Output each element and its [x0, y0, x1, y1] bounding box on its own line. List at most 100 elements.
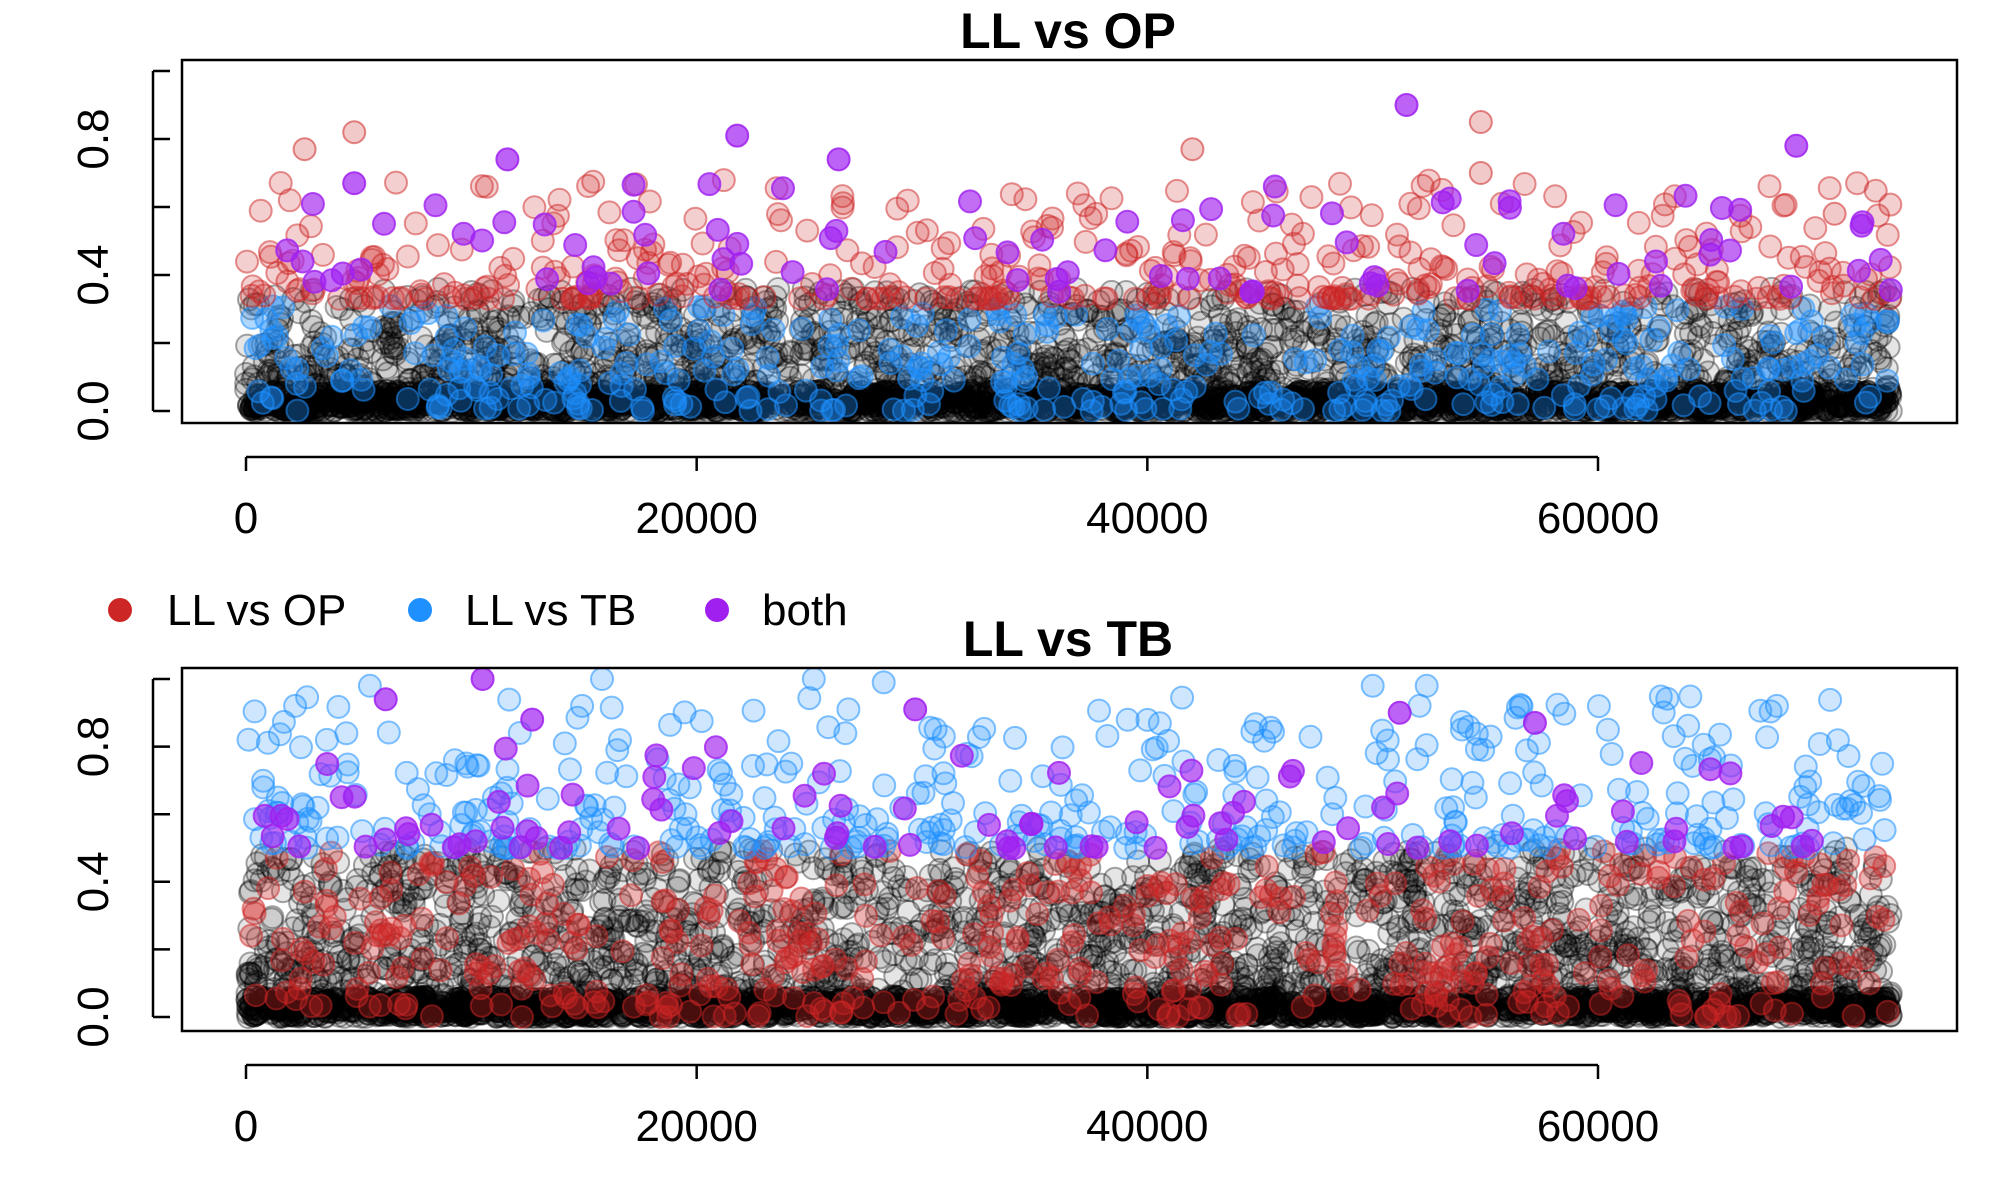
data-point — [532, 212, 557, 237]
data-point — [1226, 396, 1251, 421]
data-point — [636, 261, 661, 286]
data-point — [1844, 330, 1869, 355]
data-point — [1011, 357, 1035, 381]
data-point — [1320, 201, 1344, 226]
y-tick-label: 0.8 — [69, 108, 118, 169]
data-point — [342, 171, 367, 196]
data-point — [423, 193, 448, 218]
data-point — [708, 277, 733, 302]
data-point — [606, 298, 631, 323]
data-point — [761, 317, 786, 342]
data-point — [1117, 366, 1142, 391]
data-point — [1758, 234, 1783, 259]
data-point — [815, 277, 839, 302]
panel-title: LL vs TB — [963, 611, 1173, 667]
data-point — [1293, 350, 1318, 375]
scatter-points — [234, 93, 1903, 423]
data-point — [465, 378, 490, 403]
data-point — [1468, 110, 1493, 134]
data-point — [1193, 222, 1218, 247]
data-point — [501, 342, 526, 367]
data-point — [1791, 378, 1816, 403]
data-point — [1875, 308, 1900, 333]
data-point — [1093, 238, 1118, 263]
data-point — [1822, 201, 1847, 226]
data-point — [1505, 392, 1530, 417]
data-point — [330, 368, 355, 393]
x-axis: 0 20000 40000 60000 — [234, 455, 1659, 543]
data-point — [1451, 392, 1476, 417]
data-point — [937, 231, 962, 256]
data-point — [1819, 281, 1844, 306]
data-point — [1447, 341, 1472, 366]
data-point — [1356, 366, 1381, 391]
data-point — [1423, 360, 1447, 385]
data-point — [1358, 271, 1383, 296]
data-point — [810, 354, 835, 379]
data-point — [428, 395, 453, 420]
data-point — [779, 340, 804, 365]
panel-ll-vs-tb: LL vs TB 0.00.40.8 0 20000 40000 60000 — [69, 611, 1959, 1151]
data-point — [1875, 368, 1900, 393]
data-point — [611, 228, 636, 253]
legend-label: both — [762, 586, 848, 635]
data-point — [432, 272, 457, 297]
data-point — [1099, 186, 1124, 211]
x-tick-label: 40000 — [1086, 494, 1208, 543]
data-point — [1055, 260, 1080, 285]
data-point — [388, 285, 413, 310]
data-point — [1817, 176, 1842, 201]
legend-item-ll-vs-tb: LL vs TB — [408, 586, 636, 635]
data-point — [1665, 298, 1690, 323]
data-point — [1072, 193, 1097, 218]
data-point — [1677, 357, 1702, 382]
data-point — [831, 191, 855, 216]
data-point — [958, 189, 982, 214]
data-point — [1095, 317, 1120, 341]
data-point — [597, 200, 622, 225]
data-point — [1784, 133, 1809, 158]
data-point — [855, 391, 880, 416]
data-point — [1771, 357, 1796, 382]
data-point — [395, 387, 420, 411]
data-point — [1413, 387, 1438, 412]
data-point — [1073, 229, 1098, 254]
data-point — [789, 316, 814, 341]
data-point — [1505, 322, 1530, 347]
data-point — [1398, 191, 1423, 216]
data-point — [873, 239, 898, 264]
data-point — [1646, 315, 1671, 340]
data-point — [1328, 171, 1352, 196]
data-point — [1773, 192, 1798, 217]
data-point — [1245, 347, 1270, 372]
data-point — [995, 240, 1020, 265]
data-point — [492, 210, 517, 235]
data-point — [275, 238, 300, 263]
data-point — [1628, 285, 1652, 310]
data-point — [1249, 357, 1274, 382]
data-point — [1180, 137, 1205, 162]
data-point — [1239, 280, 1264, 304]
y-tick-label: 0.0 — [69, 380, 118, 441]
data-point — [1455, 278, 1480, 303]
data-point — [1148, 264, 1173, 288]
data-point — [1092, 286, 1116, 311]
data-point — [973, 264, 998, 289]
data-point — [1551, 221, 1576, 246]
data-point — [248, 198, 273, 223]
data-point — [1182, 374, 1207, 399]
legend-marker — [705, 598, 729, 622]
data-point — [1674, 228, 1699, 253]
data-point — [1119, 238, 1144, 263]
data-point — [413, 286, 438, 311]
data-point — [1644, 249, 1668, 274]
data-point — [1430, 190, 1455, 215]
data-point — [470, 228, 495, 253]
data-point — [914, 218, 939, 243]
data-point — [1858, 384, 1883, 409]
data-point — [755, 345, 780, 370]
data-point — [1236, 245, 1261, 270]
data-point — [531, 308, 556, 333]
legend: LL vs OP LL vs TB both — [108, 586, 848, 635]
data-point — [1534, 319, 1559, 344]
